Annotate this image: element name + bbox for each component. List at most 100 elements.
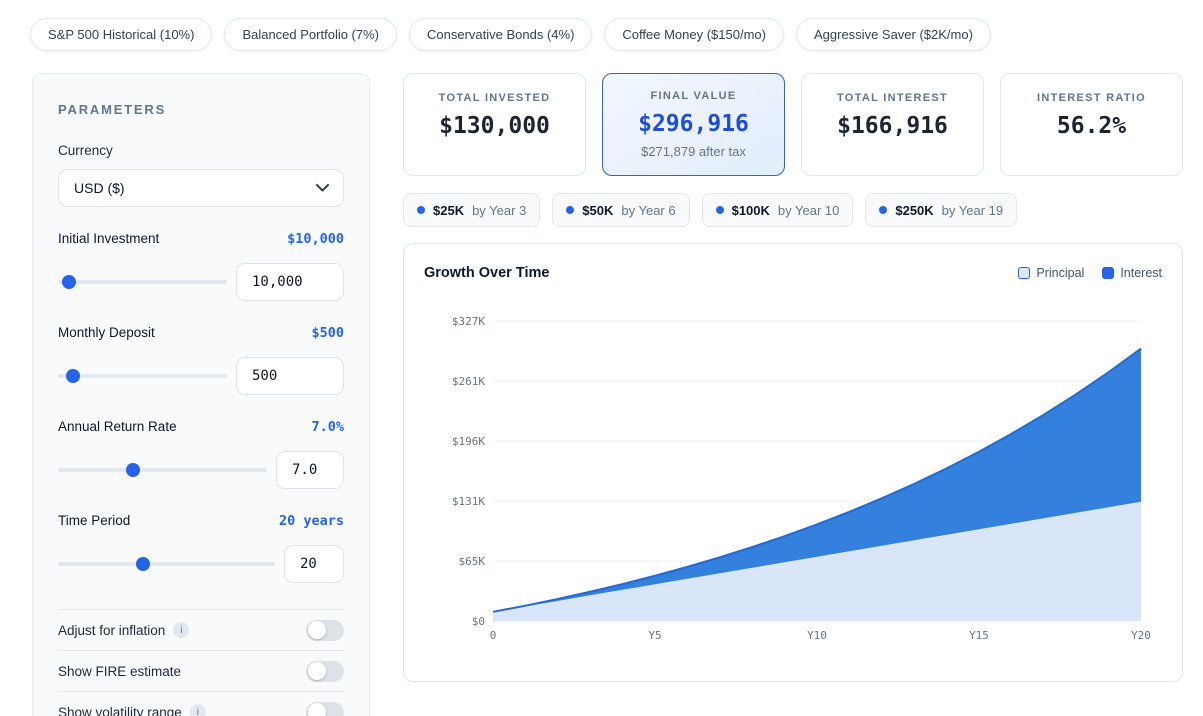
milestone-amount: $100K bbox=[731, 202, 770, 218]
milestone-chip-100k: $100K by Year 10 bbox=[701, 193, 854, 227]
annual-return-label: Annual Return Rate bbox=[58, 419, 177, 434]
initial-investment-input[interactable] bbox=[236, 263, 344, 301]
monthly-deposit-slider[interactable] bbox=[58, 369, 227, 383]
milestone-dot-icon bbox=[879, 206, 888, 214]
milestone-when: by Year 6 bbox=[621, 202, 676, 218]
slider-track bbox=[58, 562, 275, 566]
toggles-section: Adjust for inflation i Show FIRE estimat… bbox=[58, 609, 344, 716]
initial-investment-slider[interactable] bbox=[58, 275, 227, 289]
time-period-input[interactable] bbox=[284, 545, 344, 583]
legend-label: Principal bbox=[1036, 266, 1085, 280]
milestone-dot-icon bbox=[566, 206, 575, 214]
parameters-title: PARAMETERS bbox=[58, 102, 167, 117]
milestone-dot-icon bbox=[417, 206, 425, 214]
volatility-toggle[interactable] bbox=[306, 701, 344, 716]
volatility-toggle-label: Show volatility range bbox=[58, 704, 182, 716]
slider-thumb[interactable] bbox=[61, 275, 76, 289]
currency-label: Currency bbox=[58, 143, 113, 158]
time-period-label: Time Period bbox=[58, 513, 131, 528]
toggle-knob bbox=[308, 662, 326, 680]
toggle-knob bbox=[308, 621, 326, 639]
svg-text:$327K: $327K bbox=[452, 315, 485, 328]
inflation-toggle-row: Adjust for inflation i bbox=[58, 610, 344, 651]
chevron-down-icon bbox=[316, 184, 329, 192]
stat-card-final-value: FINAL VALUE $296,916 $271,879 after tax bbox=[602, 73, 785, 176]
monthly-deposit-label: Monthly Deposit bbox=[58, 325, 155, 340]
time-period-slider[interactable] bbox=[58, 557, 275, 571]
currency-selected-value: USD ($) bbox=[74, 180, 125, 196]
svg-text:$196K: $196K bbox=[452, 435, 485, 448]
after-tax-value: $271,879 after tax bbox=[641, 144, 746, 159]
preset-chip-balanced[interactable]: Balanced Portfolio (7%) bbox=[224, 18, 398, 51]
stat-value: $166,916 bbox=[837, 113, 948, 139]
preset-chip-aggressive[interactable]: Aggressive Saver ($2K/mo) bbox=[795, 18, 991, 51]
stat-cards-row: TOTAL INVESTED $130,000 FINAL VALUE $296… bbox=[403, 73, 1183, 176]
slider-track bbox=[58, 374, 227, 378]
milestone-chip-50k: $50K by Year 6 bbox=[552, 193, 690, 227]
stat-card-total-invested: TOTAL INVESTED $130,000 bbox=[403, 73, 586, 176]
initial-investment-field: Initial Investment $10,000 bbox=[58, 231, 344, 301]
legend-item-principal: Principal bbox=[1018, 266, 1084, 280]
fire-toggle-row: Show FIRE estimate bbox=[58, 651, 344, 692]
preset-chip-sp500[interactable]: S&P 500 Historical (10%) bbox=[30, 18, 213, 51]
inflation-toggle-label: Adjust for inflation bbox=[58, 622, 166, 638]
milestone-chip-25k: $25K by Year 3 bbox=[403, 193, 541, 227]
preset-chip-bonds[interactable]: Conservative Bonds (4%) bbox=[409, 18, 593, 51]
legend-item-interest: Interest bbox=[1102, 266, 1162, 280]
slider-thumb[interactable] bbox=[135, 557, 150, 571]
annual-return-input[interactable] bbox=[276, 451, 344, 489]
info-icon[interactable]: i bbox=[189, 704, 206, 716]
milestone-amount: $50K bbox=[582, 202, 614, 218]
milestone-when: by Year 10 bbox=[777, 202, 840, 218]
svg-text:Y10: Y10 bbox=[807, 629, 827, 642]
svg-text:0: 0 bbox=[490, 629, 497, 642]
stat-label: TOTAL INTEREST bbox=[836, 92, 949, 104]
growth-chart-card: Growth Over Time Principal Interest $0 $6… bbox=[403, 243, 1183, 682]
stat-value: $130,000 bbox=[439, 113, 550, 139]
stat-label: FINAL VALUE bbox=[650, 90, 737, 102]
slider-thumb[interactable] bbox=[126, 463, 141, 477]
milestones-row: $25K by Year 3 $50K by Year 6 $100K by Y… bbox=[403, 193, 1183, 227]
chart-title: Growth Over Time bbox=[424, 265, 550, 281]
svg-text:Y15: Y15 bbox=[969, 629, 989, 642]
volatility-toggle-row: Show volatility range i bbox=[58, 692, 344, 716]
initial-investment-value: $10,000 bbox=[287, 231, 344, 247]
svg-text:$261K: $261K bbox=[452, 375, 485, 388]
currency-field: Currency USD ($) bbox=[58, 143, 344, 207]
inflation-toggle[interactable] bbox=[306, 619, 344, 641]
preset-chips-row: S&P 500 Historical (10%) Balanced Portfo… bbox=[0, 0, 1203, 51]
preset-chip-coffee[interactable]: Coffee Money ($150/mo) bbox=[604, 18, 784, 51]
initial-investment-label: Initial Investment bbox=[58, 231, 160, 246]
fire-toggle[interactable] bbox=[306, 660, 344, 682]
stat-card-total-interest: TOTAL INTEREST $166,916 bbox=[801, 73, 984, 176]
legend-label: Interest bbox=[1120, 266, 1162, 280]
slider-track bbox=[58, 280, 227, 284]
monthly-deposit-value: $500 bbox=[311, 325, 344, 341]
annual-return-field: Annual Return Rate 7.0% bbox=[58, 419, 344, 489]
milestone-dot-icon bbox=[715, 206, 724, 214]
annual-return-value: 7.0% bbox=[311, 419, 344, 435]
fire-toggle-label: Show FIRE estimate bbox=[58, 663, 182, 679]
milestone-chip-250k: $250K by Year 19 bbox=[865, 193, 1018, 227]
slider-thumb[interactable] bbox=[66, 369, 81, 383]
annual-return-slider[interactable] bbox=[58, 463, 267, 477]
stat-value: 56.2% bbox=[1056, 113, 1127, 139]
monthly-deposit-input[interactable] bbox=[236, 357, 344, 395]
milestone-when: by Year 3 bbox=[472, 202, 527, 218]
svg-text:$131K: $131K bbox=[452, 495, 485, 508]
info-icon[interactable]: i bbox=[173, 622, 190, 638]
currency-select[interactable]: USD ($) bbox=[58, 169, 344, 207]
milestone-amount: $250K bbox=[895, 202, 934, 218]
svg-text:Y20: Y20 bbox=[1131, 629, 1151, 642]
toggle-knob bbox=[308, 703, 326, 716]
slider-track bbox=[58, 468, 267, 472]
svg-text:$65K: $65K bbox=[459, 555, 486, 568]
svg-text:Y5: Y5 bbox=[648, 629, 661, 642]
stat-value: $296,916 bbox=[638, 111, 749, 137]
growth-chart-svg: $0 $65K $131K $196K $261K $327K 0 Y5 Y10 Y15 Y20 bbox=[452, 315, 1151, 642]
time-period-field: Time Period 20 years bbox=[58, 513, 344, 583]
chart-legend: Principal Interest bbox=[1018, 266, 1162, 280]
stat-label: TOTAL INVESTED bbox=[438, 92, 551, 104]
results-area: TOTAL INVESTED $130,000 FINAL VALUE $296… bbox=[403, 73, 1183, 682]
